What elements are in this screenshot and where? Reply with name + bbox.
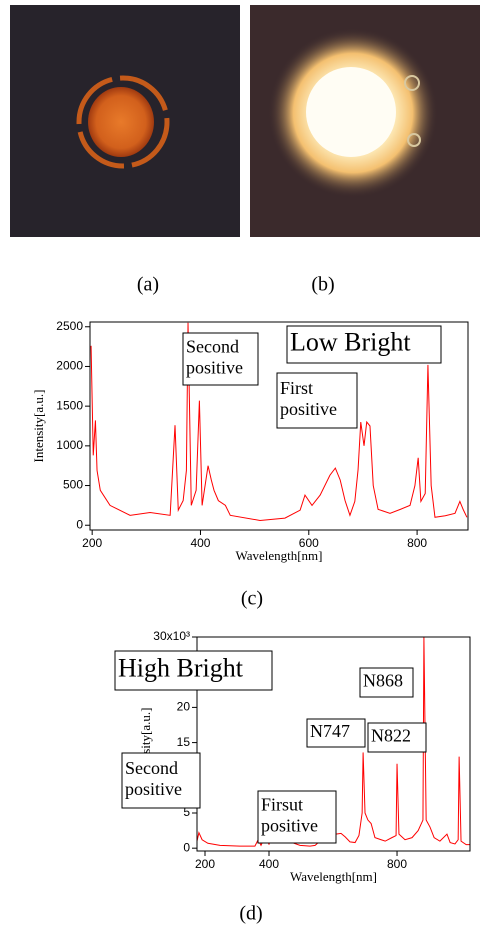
y-tick-label: 2500 bbox=[56, 319, 83, 333]
annotation: Firsut positive bbox=[261, 795, 318, 836]
caption: (d) bbox=[239, 903, 262, 925]
spectrum-line bbox=[90, 322, 468, 521]
caption: (c) bbox=[241, 588, 263, 610]
y-tick-label: 1500 bbox=[56, 398, 83, 412]
annotation: N747 bbox=[310, 721, 350, 741]
y-tick-label: 5 bbox=[183, 805, 190, 819]
y-tick-label: 20 bbox=[177, 700, 191, 714]
annotation-line: High Bright bbox=[118, 653, 244, 682]
y-tick-label: 500 bbox=[63, 478, 83, 492]
annotation-box bbox=[359, 667, 414, 698]
annotation: N822 bbox=[371, 726, 411, 746]
x-tick-label: 200 bbox=[82, 536, 102, 550]
x-tick-label: 800 bbox=[407, 536, 427, 550]
annotation-line: Second bbox=[125, 758, 178, 778]
x-tick-label: 400 bbox=[259, 857, 279, 871]
x-tick-label: 200 bbox=[195, 857, 215, 871]
annotation-line: positive bbox=[280, 399, 337, 419]
annotation-line: positive bbox=[186, 357, 243, 377]
x-tick-label: 400 bbox=[190, 536, 210, 550]
y-tick-label: 0 bbox=[183, 840, 190, 854]
annotation-line: Low Bright bbox=[290, 327, 411, 356]
x-axis-label: Wavelength[nm] bbox=[235, 548, 322, 563]
annotation: Second positive bbox=[125, 758, 182, 799]
y-tick-label: 30x10³ bbox=[153, 629, 190, 643]
annotation: N868 bbox=[363, 671, 403, 691]
annotation: Second positive bbox=[186, 337, 243, 378]
annotation-box bbox=[276, 372, 358, 429]
annotation-line: First bbox=[280, 378, 313, 398]
annotation-line: N747 bbox=[310, 721, 350, 741]
annotation: Low Bright bbox=[290, 327, 411, 356]
x-tick-label: 600 bbox=[299, 536, 319, 550]
annotation-box bbox=[182, 332, 259, 386]
y-tick-label: 0 bbox=[76, 517, 83, 531]
annotation-box bbox=[257, 790, 337, 844]
y-tick-label: 1000 bbox=[56, 438, 83, 452]
annotation-line: N868 bbox=[363, 671, 403, 691]
photo-a bbox=[10, 5, 240, 237]
annotation-line: positive bbox=[125, 779, 182, 799]
y-axis-label: Intensity[a.u.] bbox=[31, 390, 46, 463]
photo-b bbox=[250, 5, 480, 237]
annotation-line: N822 bbox=[371, 726, 411, 746]
annotation-line: Firsut bbox=[261, 795, 303, 815]
caption: (a) bbox=[137, 274, 159, 296]
y-tick-label: 15 bbox=[177, 735, 191, 749]
y-tick-label: 2000 bbox=[56, 359, 83, 373]
plot-frame bbox=[89, 321, 469, 531]
x-axis-label: Wavelength[nm] bbox=[290, 869, 377, 884]
annotation: First positive bbox=[280, 378, 337, 419]
annotation-box bbox=[286, 325, 442, 364]
annotation-box bbox=[114, 650, 273, 691]
annotation: High Bright bbox=[118, 653, 244, 682]
x-tick-label: 800 bbox=[387, 857, 407, 871]
caption: (b) bbox=[311, 274, 334, 296]
annotation-line: Second bbox=[186, 337, 239, 357]
annotation-line: positive bbox=[261, 815, 318, 835]
annotation-box bbox=[306, 718, 366, 748]
annotation-box bbox=[367, 722, 427, 753]
plot-frame bbox=[196, 636, 471, 852]
annotation-box bbox=[121, 752, 201, 809]
